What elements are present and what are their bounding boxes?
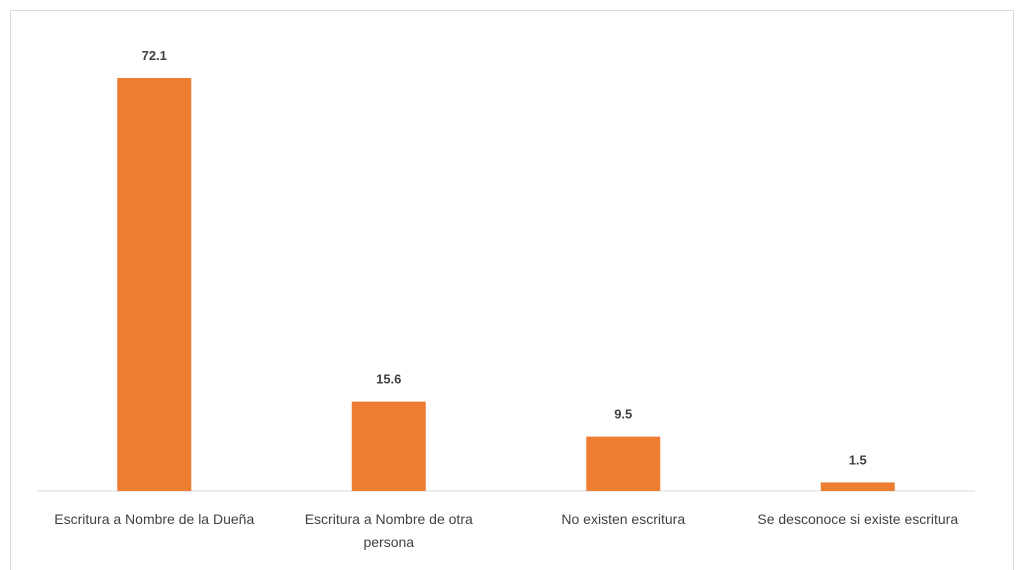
bar xyxy=(117,78,192,491)
bar xyxy=(351,401,426,491)
value-label: 1.5 xyxy=(849,452,867,467)
value-label: 9.5 xyxy=(614,407,632,422)
x-tick-label: Escritura a Nombre de otra persona xyxy=(304,511,473,550)
x-tick-label: Escritura a Nombre de la Dueña xyxy=(54,511,255,527)
chart-frame xyxy=(10,10,1014,570)
value-label: 72.1 xyxy=(142,48,167,63)
x-tick-label: No existen escritura xyxy=(561,511,686,527)
bar xyxy=(820,482,895,491)
bar xyxy=(586,436,661,491)
x-tick-label: Se desconoce si existe escritura xyxy=(757,511,959,527)
value-label: 15.6 xyxy=(376,372,401,387)
